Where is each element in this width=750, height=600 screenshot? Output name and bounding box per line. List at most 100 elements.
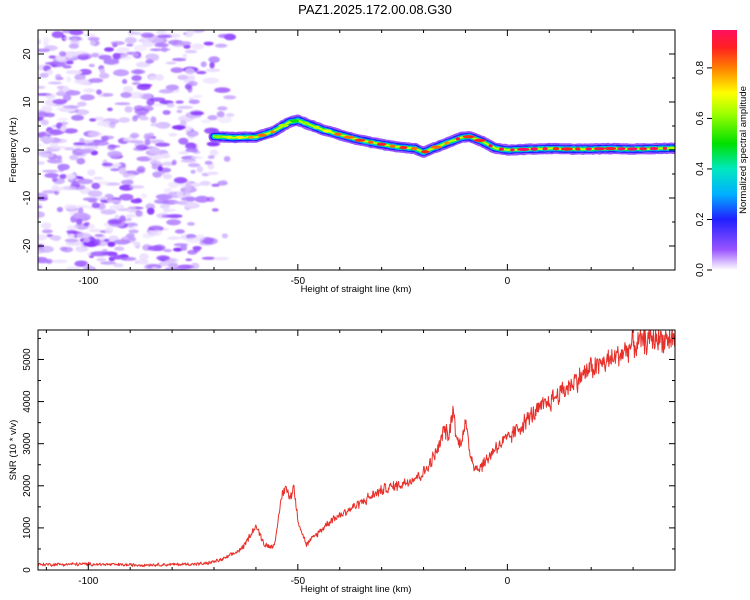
colorbar-tick-label: 0.4 [695, 162, 706, 176]
noise-blob [114, 214, 120, 220]
noise-blob [140, 32, 154, 38]
noise-blob [83, 222, 91, 227]
noise-blob [128, 229, 139, 234]
noise-blob [150, 123, 162, 127]
noise-blob [87, 169, 96, 176]
noise-blob [59, 174, 67, 179]
noise-blob [170, 67, 184, 73]
noise-blob [38, 85, 46, 89]
noise-blob [78, 68, 92, 76]
noise-blob [126, 218, 132, 221]
noise-blob [134, 108, 150, 115]
noise-blob [126, 205, 137, 213]
noise-blob [129, 132, 140, 139]
noise-blob [114, 204, 125, 210]
noise-blob [167, 236, 181, 241]
ridge-core [410, 146, 418, 151]
noise-blob [139, 93, 153, 100]
noise-blob [43, 36, 50, 44]
noise-blob [71, 114, 84, 121]
ridge-core [552, 147, 560, 151]
noise-blob [51, 259, 68, 264]
noise-blob [145, 59, 154, 64]
noise-blob [172, 57, 187, 62]
noise-blob [185, 258, 193, 262]
ridge-core [343, 135, 355, 139]
noise-blob [122, 173, 130, 178]
noise-blob [186, 130, 199, 138]
noise-blob [156, 30, 167, 36]
noise-blob [88, 78, 104, 83]
noise-blob [94, 238, 101, 246]
noise-blob [83, 266, 97, 270]
noise-blob [188, 97, 194, 101]
noise-blob [150, 116, 157, 124]
noise-blob [114, 246, 125, 251]
ridge-core [256, 133, 267, 137]
noise-blob [107, 219, 122, 225]
ridge-core [488, 144, 493, 148]
noise-blob [113, 263, 124, 268]
colorbar-swatch [712, 30, 737, 270]
noise-blob [177, 74, 189, 80]
noise-blob [44, 112, 55, 118]
noise-blob [65, 173, 76, 180]
noise-blob [116, 47, 130, 53]
noise-blob [69, 154, 79, 161]
noise-blob [185, 30, 195, 36]
noise-blob [55, 74, 62, 79]
noise-blob [149, 75, 157, 80]
noise-blob [66, 76, 72, 83]
noise-blob [38, 245, 54, 253]
noise-blob [209, 149, 219, 156]
noise-blob [83, 238, 91, 243]
noise-blob [40, 222, 52, 229]
noise-blob [226, 113, 235, 117]
noise-blob [153, 103, 165, 107]
noise-blob [206, 171, 219, 176]
noise-blob [193, 248, 201, 253]
noise-blob [79, 138, 85, 143]
noise-blob [185, 142, 197, 150]
noise-blob [62, 105, 80, 109]
ridge-core [248, 135, 254, 139]
noise-blob [119, 184, 134, 191]
noise-blob [91, 53, 100, 58]
noise-blob [88, 131, 103, 137]
noise-blob [180, 119, 187, 127]
noise-blob [130, 31, 142, 35]
noise-blob [66, 225, 79, 230]
ridge-core [585, 147, 592, 151]
noise-blob [90, 39, 96, 46]
noise-blob [112, 52, 121, 60]
noise-blob [45, 93, 56, 99]
noise-blob [76, 157, 86, 165]
noise-blob [114, 102, 131, 106]
noise-blob [162, 173, 173, 180]
snr-series-line [38, 330, 675, 568]
noise-blob [43, 106, 53, 113]
noise-blob [75, 246, 89, 253]
noise-blob [50, 145, 67, 150]
noise-blob [143, 133, 151, 141]
noise-blob [74, 79, 87, 84]
noise-blob [191, 43, 205, 50]
ridge-core [334, 132, 343, 136]
noise-blob [122, 79, 128, 84]
noise-blob [187, 222, 195, 226]
colorbar-tick-label: 0.8 [695, 61, 706, 75]
noise-blob [51, 31, 64, 39]
noise-blob [118, 117, 130, 123]
noise-blob [133, 44, 147, 52]
noise-blob [194, 195, 210, 203]
ridge-core [322, 129, 332, 133]
noise-blob [65, 241, 83, 246]
noise-blob [166, 219, 182, 226]
spectrogram-x-label: Height of straight line (km) [301, 284, 412, 295]
noise-blob [68, 43, 79, 49]
noise-blob [136, 156, 152, 162]
ridge-core [542, 147, 548, 151]
noise-blob [155, 142, 171, 147]
